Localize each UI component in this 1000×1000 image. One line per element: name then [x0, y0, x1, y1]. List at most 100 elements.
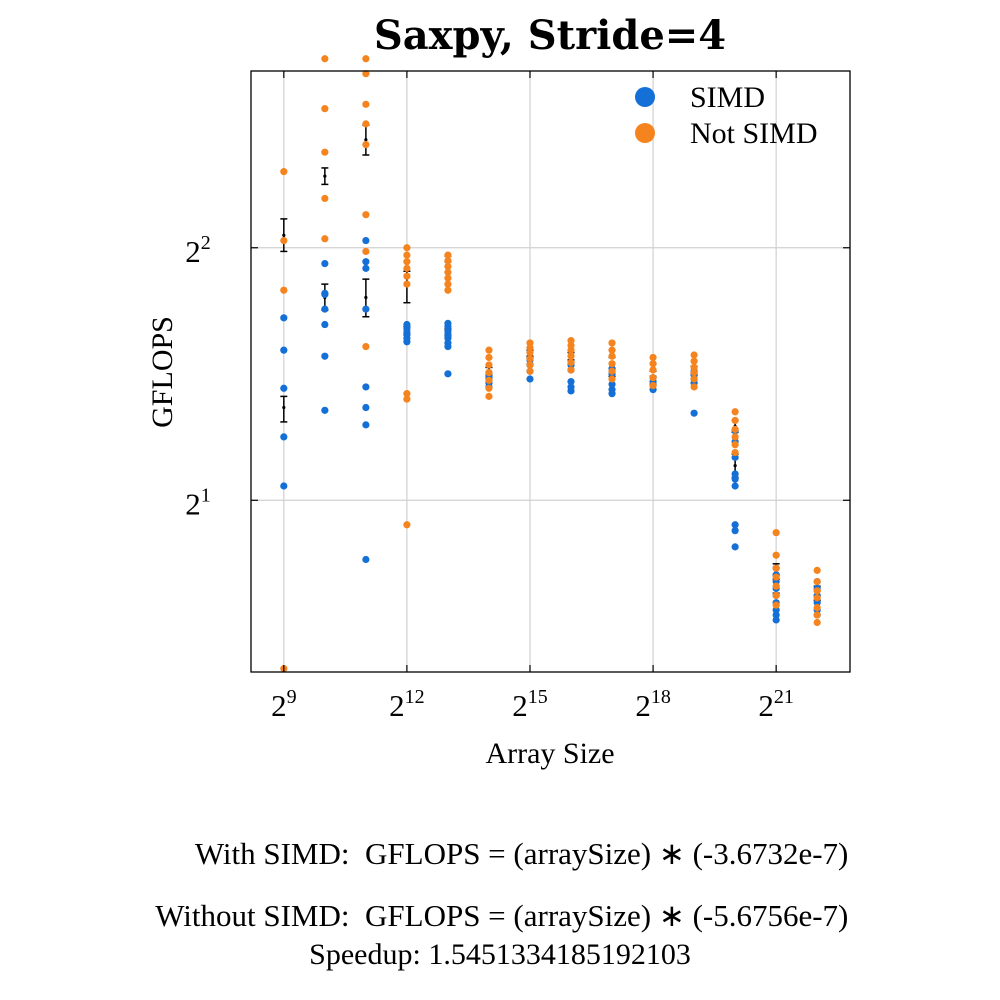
not-simd-point — [731, 433, 739, 441]
not-simd-point — [362, 120, 370, 128]
not-simd-point — [567, 352, 575, 360]
simd-point — [362, 258, 370, 266]
error-bar — [280, 395, 288, 423]
not-simd-point — [362, 140, 370, 149]
y-tick-label: 22 — [185, 232, 211, 269]
not-simd-point — [526, 361, 534, 369]
not-simd-point — [690, 357, 698, 365]
not-simd-point — [321, 194, 329, 203]
not-simd-point — [813, 566, 821, 574]
not-simd-point — [813, 603, 821, 612]
simd-point — [608, 380, 616, 388]
simd-point — [321, 290, 329, 298]
formula-no-simd-label: Without SIMD: — [155, 898, 350, 933]
not-simd-point — [403, 264, 411, 272]
not-simd-point — [362, 100, 370, 108]
not-simd-point — [444, 251, 452, 259]
not-simd-point — [403, 280, 411, 288]
data-points — [280, 55, 821, 673]
simd-point — [362, 264, 370, 272]
simd-point — [731, 470, 739, 478]
not-simd-point — [567, 337, 575, 345]
not-simd-point — [444, 274, 452, 282]
not-simd-point — [772, 564, 780, 572]
simd-point — [731, 521, 739, 529]
not-simd-point — [813, 587, 821, 595]
legend-not-simd-marker — [635, 123, 655, 143]
not-simd-point — [772, 582, 780, 590]
not-simd-point — [772, 551, 780, 559]
not-simd-point — [813, 594, 821, 602]
simd-point — [608, 386, 616, 394]
not-simd-point — [608, 352, 616, 360]
not-simd-point — [403, 258, 411, 266]
simd-point — [280, 384, 288, 392]
not-simd-point — [526, 355, 534, 363]
simd-point — [321, 305, 329, 313]
x-tick-label: 29 — [271, 686, 297, 723]
not-simd-point — [280, 168, 288, 176]
not-simd-point — [772, 573, 780, 581]
not-simd-point — [608, 375, 616, 383]
not-simd-point — [444, 280, 452, 288]
not-simd-point — [321, 148, 329, 156]
not-simd-point — [772, 529, 780, 537]
not-simd-point — [403, 272, 411, 280]
not-simd-point — [321, 105, 329, 113]
simd-point — [444, 319, 452, 328]
simd-point — [321, 259, 329, 268]
not-simd-point — [608, 339, 616, 347]
simd-point — [772, 611, 780, 619]
not-simd-point — [362, 55, 370, 63]
plot-area — [251, 71, 850, 672]
not-simd-point — [731, 416, 739, 425]
x-tick-label: 218 — [635, 686, 671, 723]
not-simd-point — [690, 383, 698, 391]
formula-no-simd: Without SIMD: GFLOPS = (arraySize) ∗ (-5… — [0, 862, 848, 934]
simd-point — [280, 482, 288, 490]
formula-simd-expression: GFLOPS = (arraySize) ∗ (-3.6732e-7) — [365, 836, 849, 871]
y-tick-label: 21 — [185, 484, 211, 521]
not-simd-point — [649, 353, 657, 362]
not-simd-point — [608, 346, 616, 354]
legend-simd-label: SIMD — [690, 81, 765, 114]
not-simd-point — [485, 368, 493, 377]
not-simd-point — [649, 382, 657, 390]
not-simd-point — [731, 408, 739, 416]
simd-point — [362, 383, 370, 391]
not-simd-point — [280, 236, 288, 245]
formula-no-simd-expression: GFLOPS = (arraySize) ∗ (-5.6756e-7) — [365, 898, 849, 933]
simd-point — [321, 406, 329, 414]
not-simd-point — [321, 55, 329, 63]
not-simd-point — [362, 211, 370, 219]
not-simd-point — [485, 346, 493, 354]
simd-point — [731, 527, 739, 535]
formula-simd: With SIMD: GFLOPS = (arraySize) ∗ (-3.67… — [0, 800, 849, 872]
y-axis-label: GFLOPS — [146, 316, 179, 428]
legend-not-simd-label: Not SIMD — [690, 117, 818, 150]
not-simd-point — [731, 425, 739, 433]
simd-point — [444, 370, 452, 378]
not-simd-point — [362, 342, 370, 351]
simd-point — [731, 475, 739, 483]
x-tick-label: 215 — [512, 686, 548, 723]
not-simd-point — [608, 360, 616, 368]
not-simd-point — [772, 591, 780, 600]
simd-point — [362, 403, 370, 412]
x-tick-label: 212 — [389, 686, 425, 723]
not-simd-point — [649, 360, 657, 368]
simd-point — [280, 314, 288, 322]
not-simd-point — [526, 367, 534, 375]
not-simd-point — [444, 268, 452, 276]
not-simd-point — [526, 339, 534, 347]
not-simd-point — [813, 618, 821, 627]
not-simd-point — [567, 358, 575, 367]
not-simd-point — [731, 441, 739, 449]
simd-point — [321, 352, 329, 360]
simd-point — [280, 346, 288, 354]
simd-point — [567, 378, 575, 386]
not-simd-point — [362, 70, 370, 78]
not-simd-point — [649, 374, 657, 382]
